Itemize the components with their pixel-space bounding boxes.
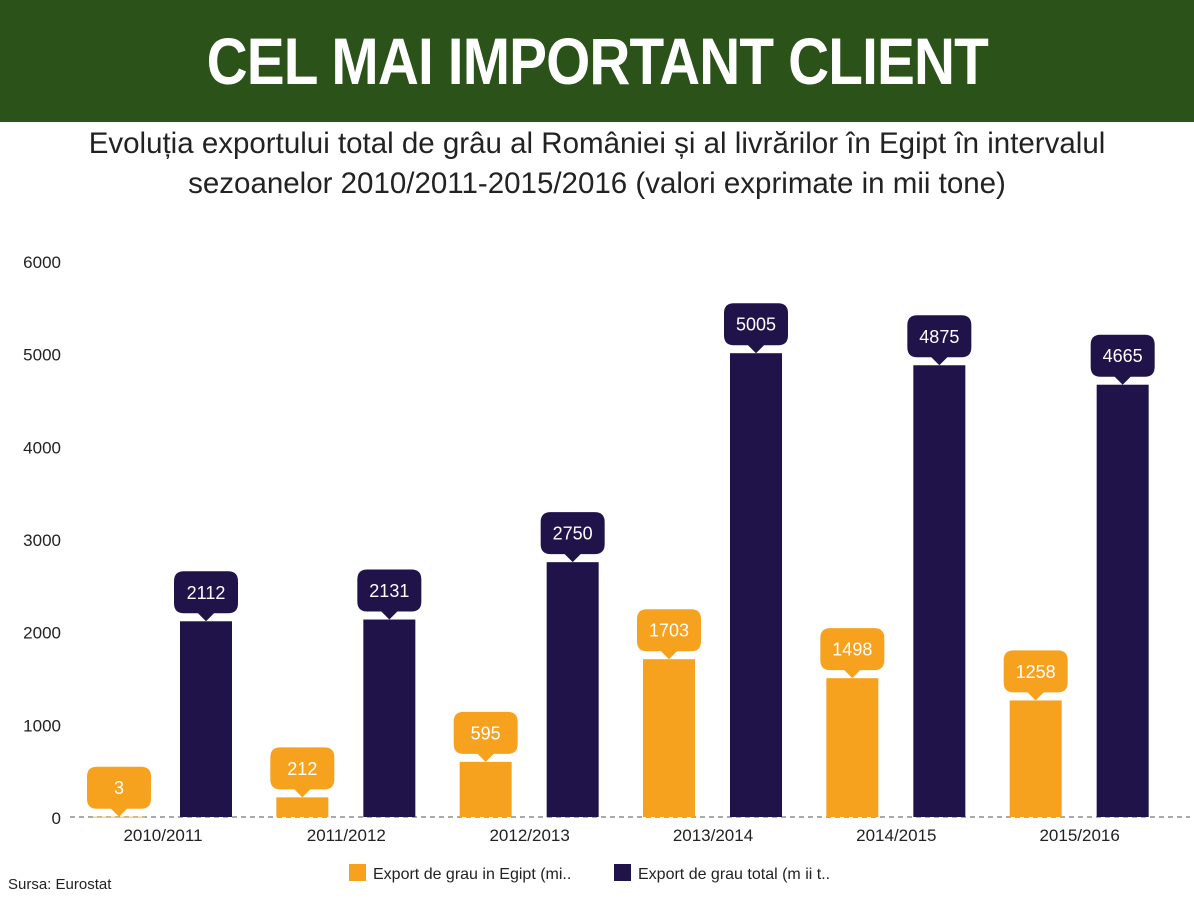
page-title: CEL MAI IMPORTANT CLIENT	[206, 24, 988, 98]
data-label-total-bg	[724, 303, 788, 354]
x-tick-label: 2013/2014	[673, 826, 753, 845]
bar-total	[730, 353, 782, 817]
bar-egypt	[459, 761, 512, 817]
bar-total	[363, 619, 416, 817]
x-tick-label: 2012/2013	[489, 826, 569, 845]
data-label-egypt: 595	[471, 723, 501, 743]
data-label-egypt: 1258	[1016, 662, 1056, 682]
data-label-total-bg	[174, 571, 238, 622]
y-tick-label: 3000	[23, 531, 61, 550]
bar-total	[546, 562, 599, 817]
y-tick-label: 1000	[23, 716, 61, 735]
y-tick-label: 2000	[23, 624, 61, 643]
data-label-total: 4665	[1103, 346, 1143, 366]
data-label-egypt-bg	[637, 609, 701, 660]
data-label-egypt-bg	[453, 711, 518, 762]
subtitle-line-1: Evoluția exportului total de grâu al Rom…	[88, 127, 1106, 160]
y-tick-label: 5000	[23, 346, 61, 365]
y-tick-label: 0	[52, 809, 61, 828]
data-label-total-bg	[540, 512, 605, 563]
bar-egypt	[1009, 700, 1062, 817]
data-label-egypt: 212	[287, 759, 317, 779]
data-label-egypt-bg	[820, 628, 885, 679]
data-label-total: 2112	[187, 583, 226, 603]
y-tick-label: 6000	[23, 253, 61, 272]
bar-egypt	[643, 659, 695, 817]
bar-egypt	[93, 816, 145, 818]
legend-swatch-total	[614, 864, 631, 881]
y-tick-label: 4000	[23, 438, 61, 457]
legend-label-egypt: Export de grau in Egipt (mi..	[373, 866, 571, 883]
data-label-egypt: 1703	[649, 621, 689, 641]
bar-egypt	[826, 678, 879, 817]
data-label-egypt-bg	[87, 766, 151, 817]
x-tick-label: 2010/2011	[123, 826, 202, 845]
data-label-egypt-bg	[270, 747, 335, 798]
data-label-total-bg	[357, 569, 422, 620]
data-label-total: 4875	[919, 327, 959, 347]
legend-swatch-egypt	[349, 864, 366, 881]
x-tick-label: 2014/2015	[856, 826, 936, 845]
chart-subtitle: Evoluția exportului total de grâu al Rom…	[0, 124, 1194, 204]
bar-total	[1096, 384, 1149, 817]
bar-egypt	[276, 797, 329, 817]
data-label-egypt: 3	[114, 778, 124, 798]
x-tick-label: 2015/2016	[1039, 826, 1119, 845]
legend-label-total: Export de grau total (m ii t..	[638, 866, 830, 883]
title-banner: CEL MAI IMPORTANT CLIENT	[0, 0, 1194, 122]
bar-total	[180, 621, 232, 817]
data-label-total-bg	[907, 315, 972, 366]
data-label-total: 2750	[553, 524, 593, 544]
data-label-total-bg	[1090, 334, 1155, 385]
data-label-total: 5005	[736, 315, 776, 335]
source-note: Sursa: Eurostat	[8, 876, 112, 893]
bar-total	[913, 365, 966, 817]
subtitle-line-2: sezoanelor 2010/2011-2015/2016 (valori e…	[188, 167, 1006, 200]
data-label-egypt-bg	[1003, 650, 1068, 701]
data-label-egypt: 1498	[832, 640, 872, 660]
x-tick-label: 2011/2012	[307, 826, 386, 845]
data-label-total: 2131	[369, 581, 409, 601]
